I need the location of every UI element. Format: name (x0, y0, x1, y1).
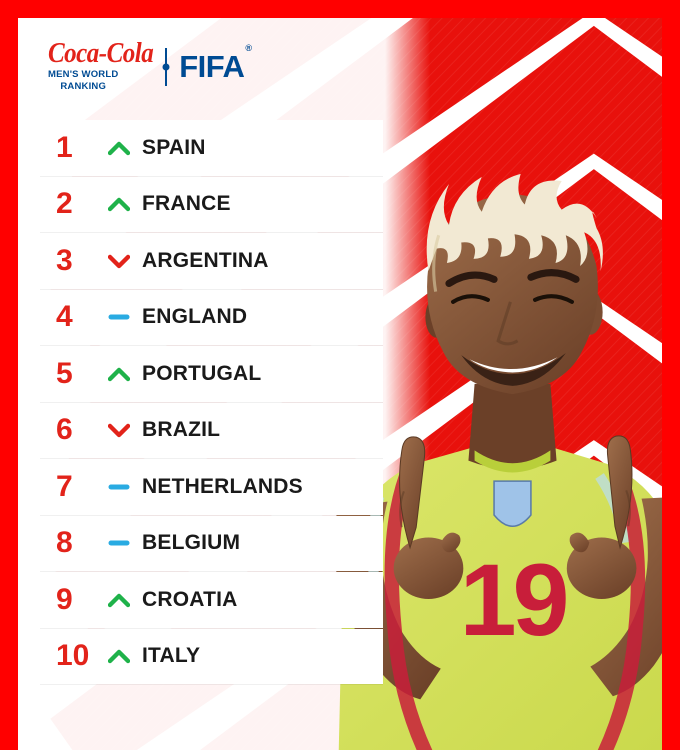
svg-text:19: 19 (460, 542, 567, 657)
